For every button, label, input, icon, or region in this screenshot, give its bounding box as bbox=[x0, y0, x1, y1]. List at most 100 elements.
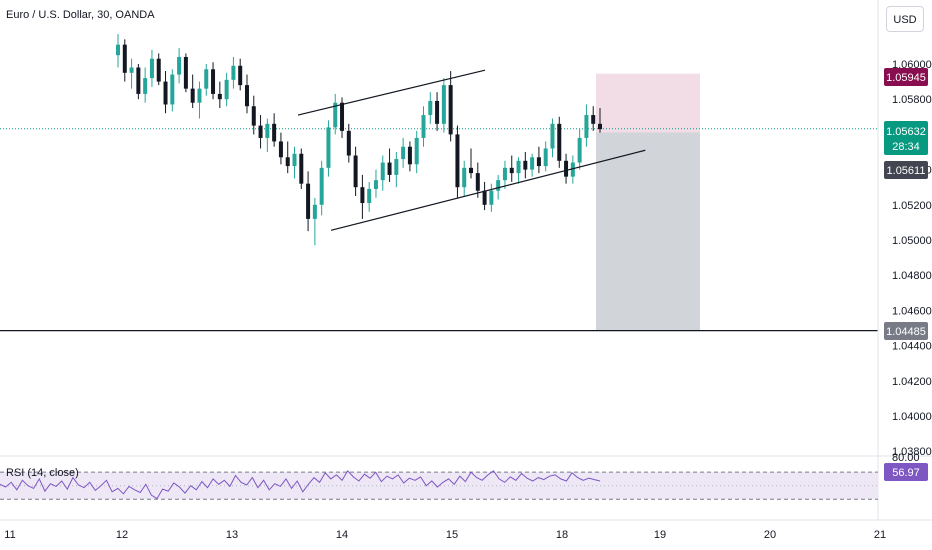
price-tick-label: 1.05800 bbox=[892, 94, 932, 106]
candle bbox=[122, 39, 127, 82]
candle bbox=[428, 92, 433, 124]
candle bbox=[489, 183, 494, 212]
time-tick-label: 13 bbox=[226, 529, 238, 541]
candle bbox=[387, 148, 392, 182]
candle bbox=[244, 74, 249, 114]
price-tick-label: 1.03800 bbox=[892, 446, 932, 458]
price-tick-label: 1.04800 bbox=[892, 270, 932, 282]
time-tick-label: 18 bbox=[556, 529, 568, 541]
candle bbox=[441, 78, 446, 133]
target-price-tag: 1.04485 bbox=[884, 322, 928, 340]
stop-loss-zone[interactable] bbox=[596, 73, 700, 133]
candle bbox=[523, 152, 528, 179]
candle bbox=[584, 104, 589, 147]
candle bbox=[183, 53, 188, 93]
candle bbox=[407, 141, 412, 172]
price-tick-label: 1.04200 bbox=[892, 376, 932, 388]
candle bbox=[278, 132, 283, 165]
price-tick-label: 1.04400 bbox=[892, 341, 932, 353]
rsi-value-tag: 56.97 bbox=[884, 463, 928, 481]
candle bbox=[455, 125, 460, 198]
candle bbox=[177, 48, 182, 84]
candle bbox=[190, 74, 195, 108]
price-tick-label: 1.05200 bbox=[892, 200, 932, 212]
candle bbox=[170, 69, 175, 112]
candle bbox=[557, 116, 562, 168]
last-price-tag-label: 1.05632 bbox=[886, 126, 926, 138]
candle bbox=[414, 130, 419, 174]
candle bbox=[570, 155, 575, 184]
candle bbox=[469, 148, 474, 179]
candle bbox=[312, 197, 317, 246]
candle bbox=[421, 106, 426, 147]
candle bbox=[516, 157, 521, 184]
candle bbox=[462, 160, 467, 196]
candle bbox=[394, 152, 399, 188]
candle bbox=[272, 113, 277, 147]
stop-price-tag: 1.05945 bbox=[884, 68, 928, 86]
price-tick-label: 1.04000 bbox=[892, 411, 932, 423]
candle bbox=[401, 137, 406, 168]
candle bbox=[564, 153, 569, 184]
candle bbox=[536, 146, 541, 174]
rsi-line bbox=[0, 469, 601, 500]
price-axis[interactable]: 1.060001.058001.054001.052001.050001.048… bbox=[892, 59, 932, 458]
stop-price-tag-label: 1.05945 bbox=[886, 72, 926, 84]
candle bbox=[502, 160, 507, 189]
take-profit-zone[interactable] bbox=[596, 132, 700, 331]
candle bbox=[258, 115, 263, 149]
price-tick-label: 1.05000 bbox=[892, 235, 932, 247]
rsi-legend[interactable]: RSI (14, close) bbox=[6, 467, 79, 479]
candle bbox=[509, 155, 514, 182]
trendlines[interactable] bbox=[297, 69, 646, 231]
candle bbox=[116, 34, 120, 68]
candle bbox=[475, 162, 480, 198]
candle bbox=[204, 64, 209, 96]
time-axis[interactable]: 11 12 13 14 15 18 19 20 21 bbox=[4, 529, 886, 541]
symbol-title[interactable]: Euro / U.S. Dollar, 30, OANDA bbox=[6, 9, 155, 21]
time-tick-label: 12 bbox=[116, 529, 128, 541]
rsi-pane[interactable]: RSI (14, close) 80.00 56.97 bbox=[0, 452, 928, 500]
last-price-tag: 1.05632 28:34 bbox=[884, 121, 928, 155]
trendline[interactable] bbox=[297, 69, 486, 116]
candle bbox=[251, 95, 256, 135]
candle bbox=[143, 67, 148, 103]
candle bbox=[211, 62, 216, 100]
time-tick-label: 14 bbox=[336, 529, 348, 541]
candle bbox=[149, 49, 154, 87]
entry-price-tag: 1.05611 bbox=[884, 161, 928, 179]
candlestick-series bbox=[116, 34, 602, 246]
price-tick-label: 1.04600 bbox=[892, 305, 932, 317]
candle bbox=[346, 123, 351, 163]
time-tick-label: 19 bbox=[654, 529, 666, 541]
candle bbox=[380, 155, 385, 191]
candle bbox=[129, 58, 134, 89]
candle bbox=[598, 108, 602, 133]
candle bbox=[136, 64, 141, 100]
candle bbox=[591, 106, 596, 131]
candle bbox=[197, 81, 202, 119]
time-tick-label: 11 bbox=[4, 529, 15, 541]
candle bbox=[156, 53, 161, 86]
candle bbox=[367, 181, 372, 212]
candle bbox=[543, 141, 548, 172]
candle bbox=[333, 93, 338, 135]
candle bbox=[238, 58, 243, 91]
rsi-scale-label: 80.00 bbox=[892, 452, 920, 464]
candle bbox=[326, 120, 331, 177]
time-tick-label: 21 bbox=[874, 529, 886, 541]
candle bbox=[306, 171, 311, 232]
candle bbox=[299, 148, 304, 189]
candle bbox=[217, 81, 222, 108]
candle bbox=[285, 141, 290, 174]
candle bbox=[373, 169, 378, 198]
currency-button[interactable]: USD bbox=[886, 6, 924, 32]
candle bbox=[265, 118, 270, 152]
candle bbox=[292, 146, 297, 179]
bar-countdown-label: 28:34 bbox=[892, 141, 920, 153]
entry-price-tag-label: 1.05611 bbox=[887, 165, 926, 177]
candle bbox=[224, 72, 229, 107]
trendline[interactable] bbox=[330, 149, 646, 231]
candle bbox=[360, 174, 365, 219]
